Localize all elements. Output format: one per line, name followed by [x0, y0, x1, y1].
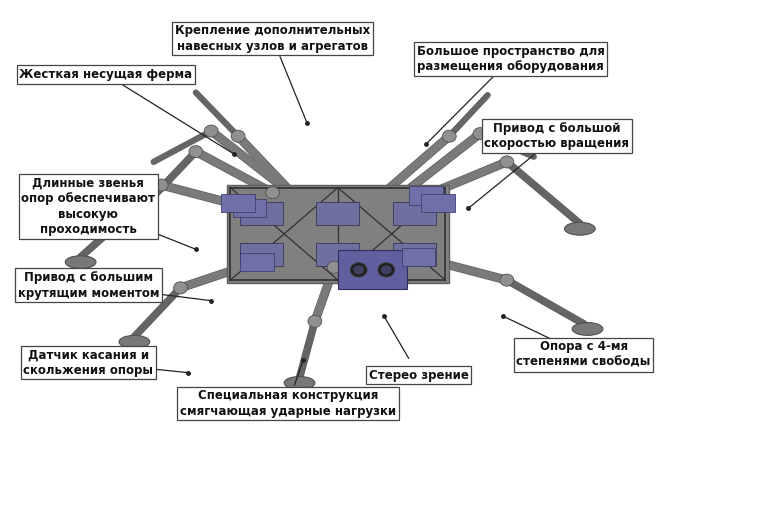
Text: Привод с большим
крутящим моментом: Привод с большим крутящим моментом [18, 271, 159, 300]
FancyBboxPatch shape [393, 202, 436, 225]
Text: Крепление дополнительных
навесных узлов и агрегатов: Крепление дополнительных навесных узлов … [175, 24, 370, 53]
Ellipse shape [412, 251, 425, 263]
Ellipse shape [500, 156, 514, 168]
Ellipse shape [127, 207, 157, 220]
FancyBboxPatch shape [421, 194, 455, 212]
Ellipse shape [572, 323, 603, 336]
Text: Привод с большой
скоростью вращения: Привод с большой скоростью вращения [485, 122, 629, 151]
Ellipse shape [419, 189, 433, 201]
Text: Длинные звенья
опор обеспечивают
высокую
проходимость: Длинные звенья опор обеспечивают высокую… [22, 177, 155, 236]
Ellipse shape [284, 376, 315, 390]
Text: Жесткая несущая ферма: Жесткая несущая ферма [19, 68, 193, 81]
Ellipse shape [308, 315, 322, 327]
Text: Специальная конструкция
смягчающая ударные нагрузки: Специальная конструкция смягчающая ударн… [180, 389, 396, 418]
Ellipse shape [231, 130, 245, 142]
Text: Большое пространство для
размещения оборудования: Большое пространство для размещения обор… [417, 45, 604, 74]
Ellipse shape [327, 261, 341, 273]
FancyBboxPatch shape [338, 250, 407, 289]
Text: Опора с 4-мя
степенями свободы: Опора с 4-мя степенями свободы [517, 340, 650, 369]
Ellipse shape [473, 127, 487, 140]
Ellipse shape [65, 256, 96, 268]
Ellipse shape [266, 187, 280, 199]
Ellipse shape [442, 130, 456, 142]
Ellipse shape [500, 274, 514, 286]
Ellipse shape [350, 263, 367, 277]
Ellipse shape [381, 265, 392, 274]
Text: Датчик касания и
скольжения опоры: Датчик касания и скольжения опоры [23, 348, 154, 377]
Ellipse shape [243, 202, 257, 214]
FancyBboxPatch shape [316, 243, 359, 266]
Ellipse shape [250, 256, 264, 268]
Ellipse shape [353, 265, 364, 274]
Ellipse shape [119, 336, 150, 348]
Ellipse shape [564, 222, 595, 235]
FancyBboxPatch shape [233, 199, 266, 217]
FancyBboxPatch shape [402, 248, 435, 266]
FancyBboxPatch shape [221, 194, 255, 212]
FancyBboxPatch shape [393, 243, 436, 266]
Ellipse shape [378, 263, 395, 277]
FancyBboxPatch shape [240, 202, 283, 225]
FancyBboxPatch shape [227, 185, 449, 283]
FancyBboxPatch shape [240, 253, 274, 271]
FancyBboxPatch shape [316, 202, 359, 225]
Text: Стерео зрение: Стерео зрение [369, 369, 468, 382]
Ellipse shape [204, 125, 218, 137]
FancyBboxPatch shape [409, 186, 443, 205]
FancyBboxPatch shape [240, 243, 283, 266]
Ellipse shape [154, 179, 168, 191]
Ellipse shape [174, 282, 187, 294]
Ellipse shape [189, 145, 203, 158]
